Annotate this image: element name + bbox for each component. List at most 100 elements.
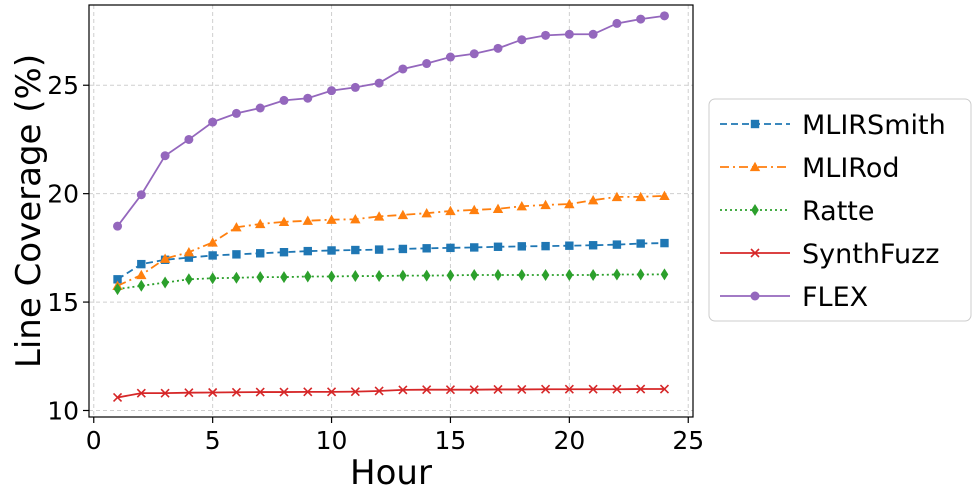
data-point-mlirsmith [660, 238, 669, 248]
series-layer [112, 11, 670, 403]
data-point-synthfuzz [445, 385, 456, 395]
data-point-flex [541, 30, 551, 40]
data-point-mlirsmith [398, 244, 408, 254]
data-point-mlirsmith [470, 243, 479, 252]
data-point-ratte [137, 279, 146, 292]
data-point-synthfuzz [612, 384, 622, 394]
data-point-ratte [541, 268, 550, 281]
data-point-synthfuzz [517, 384, 527, 395]
x-tick-label: 0 [86, 426, 102, 455]
data-point-flex [612, 18, 622, 28]
series-line-flex [116, 14, 665, 227]
data-point-mlirsmith [327, 246, 336, 255]
data-point-flex [184, 134, 194, 144]
data-point-synthfuzz [136, 388, 146, 398]
x-tick-label: 15 [435, 426, 467, 455]
data-point-flex [279, 95, 289, 105]
data-point-mlirod [302, 215, 313, 225]
data-point-mlirod [492, 203, 504, 213]
data-point-mlirod [540, 199, 551, 210]
data-point-mlirod [635, 191, 646, 202]
series-mlirsmith [113, 238, 669, 284]
data-point-mlirod [421, 207, 432, 218]
data-point-flex [303, 93, 313, 103]
x-tick-label: 25 [672, 426, 704, 455]
data-point-flex [517, 35, 527, 45]
series-line-mlirsmith [117, 242, 665, 281]
data-point-mlirod [207, 237, 218, 247]
data-point-flex [564, 29, 574, 39]
series-flex [113, 11, 669, 231]
data-point-ratte [399, 269, 407, 282]
data-point-mlirod [350, 214, 361, 224]
legend-label-flex: FLEX [802, 282, 868, 313]
data-point-mlirod [659, 190, 670, 200]
data-point-ratte [185, 273, 193, 286]
x-axis-label: Hour [350, 453, 432, 493]
data-point-flex [208, 117, 218, 127]
legend: MLIRSmith MLIRod Ratte SynthFuzz FLEX [708, 98, 972, 322]
data-point-mlirod [231, 222, 242, 232]
data-point-mlirsmith [446, 243, 455, 253]
data-point-mlirsmith [137, 259, 146, 269]
data-point-synthfuzz [112, 392, 123, 403]
data-point-flex [231, 108, 241, 118]
legend-marker-ratte [751, 204, 759, 216]
data-point-mlirsmith [374, 245, 384, 254]
data-point-mlirod [326, 214, 337, 224]
data-point-mlirod [159, 253, 171, 263]
data-point-flex [113, 221, 123, 231]
data-point-flex [469, 49, 479, 59]
data-point-mlirsmith [612, 240, 622, 249]
data-point-ratte [161, 276, 169, 289]
series-synthfuzz [112, 384, 670, 403]
y-axis-label: Line Coverage (%) [9, 54, 49, 368]
data-point-synthfuzz [279, 387, 289, 397]
data-point-mlirsmith [279, 248, 289, 257]
data-point-flex [445, 52, 455, 62]
y-tick-label: 10 [47, 396, 79, 425]
series-line-mlirod [117, 194, 665, 287]
legend-label-mlirod: MLIRod [802, 153, 900, 184]
data-point-flex [493, 43, 503, 53]
data-point-synthfuzz [255, 387, 265, 397]
data-point-ratte [256, 271, 265, 284]
data-point-flex [422, 59, 432, 69]
y-tick-label: 15 [47, 288, 79, 317]
plot-frame [88, 4, 694, 418]
data-point-synthfuzz [326, 387, 337, 397]
axis-ticks: 0 5 10 15 20 25 10 15 20 25 [47, 71, 704, 455]
data-point-flex [327, 86, 337, 96]
data-point-mlirsmith [588, 241, 598, 250]
data-point-mlirod [373, 211, 385, 221]
data-point-ratte [494, 268, 502, 281]
data-point-ratte [470, 268, 479, 281]
data-point-mlirsmith [184, 253, 194, 262]
data-point-mlirod [136, 269, 147, 280]
data-point-mlirsmith [113, 275, 122, 284]
data-point-mlirsmith [541, 241, 550, 251]
x-tick-label: 20 [553, 426, 585, 455]
data-point-synthfuzz [422, 385, 432, 395]
data-point-mlirod [255, 218, 266, 229]
series-ratte [113, 268, 669, 296]
data-point-synthfuzz [588, 384, 598, 394]
data-point-mlirsmith [208, 251, 217, 260]
data-point-flex [136, 190, 146, 200]
data-point-mlirsmith [517, 242, 526, 251]
data-point-mlirod [469, 204, 480, 215]
data-point-synthfuzz [184, 388, 194, 398]
data-point-mlirsmith [256, 249, 265, 258]
data-point-ratte [327, 270, 336, 283]
data-point-ratte [636, 268, 645, 281]
data-point-flex [160, 151, 170, 161]
legend-marker-flex [750, 291, 760, 301]
data-point-mlirod [564, 198, 575, 209]
data-point-synthfuzz [160, 388, 170, 398]
data-point-ratte [446, 269, 455, 282]
data-point-mlirsmith [636, 239, 645, 248]
data-point-ratte [208, 272, 217, 285]
data-point-mlirsmith [351, 245, 360, 255]
data-point-synthfuzz [659, 384, 670, 394]
